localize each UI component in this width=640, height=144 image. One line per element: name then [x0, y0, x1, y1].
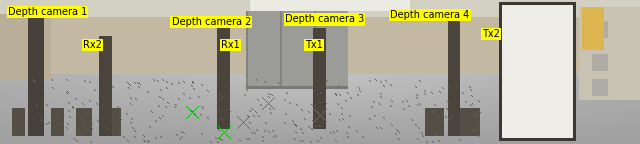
- Text: Rx2: Rx2: [83, 40, 102, 50]
- Text: Depth camera 2: Depth camera 2: [172, 17, 251, 27]
- Text: Depth camera 3: Depth camera 3: [285, 14, 364, 24]
- Text: Rx1: Rx1: [221, 40, 239, 50]
- Text: Depth camera 1: Depth camera 1: [8, 7, 87, 17]
- Text: Depth camera 4: Depth camera 4: [390, 10, 470, 20]
- Text: Tx2: Tx2: [482, 29, 500, 39]
- Text: Tx1: Tx1: [305, 40, 323, 50]
